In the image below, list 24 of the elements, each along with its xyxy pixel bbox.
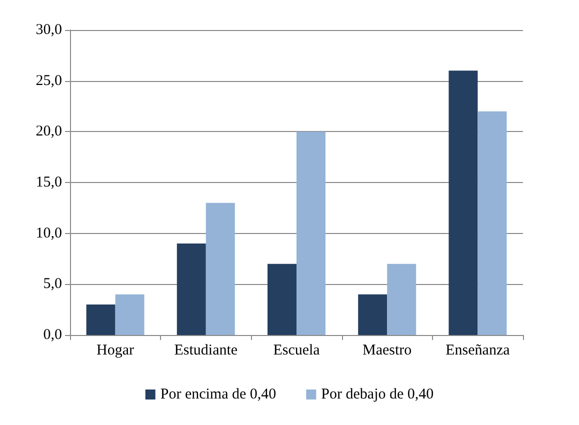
bar bbox=[296, 132, 326, 335]
y-tick-label: 30,0 bbox=[36, 22, 62, 38]
y-tick-label: 5,0 bbox=[43, 276, 62, 292]
bar bbox=[358, 294, 388, 335]
y-tick-label: 15,0 bbox=[36, 174, 62, 190]
bar bbox=[206, 202, 235, 335]
bar bbox=[86, 304, 116, 335]
x-tick-label: Maestro bbox=[362, 342, 412, 358]
bar bbox=[448, 70, 478, 335]
bar bbox=[268, 264, 296, 335]
bar bbox=[115, 294, 144, 335]
y-tick-label: 10,0 bbox=[36, 225, 62, 242]
y-tick-label: 0,0 bbox=[43, 327, 62, 343]
x-tick-label: Estudiante bbox=[174, 342, 238, 358]
x-tick-label: Hogar bbox=[96, 342, 134, 358]
bar bbox=[478, 111, 507, 335]
legend-label: Por debajo de 0,40 bbox=[321, 386, 434, 402]
bar bbox=[176, 244, 206, 335]
x-tick-label: Enseñanza bbox=[446, 342, 510, 358]
x-tick-label: Escuela bbox=[273, 342, 320, 358]
legend-label: Por encima de 0,40 bbox=[160, 386, 276, 402]
y-tick-label: 20,0 bbox=[36, 124, 62, 140]
bar bbox=[387, 264, 416, 335]
y-tick-label: 25,0 bbox=[36, 72, 62, 89]
